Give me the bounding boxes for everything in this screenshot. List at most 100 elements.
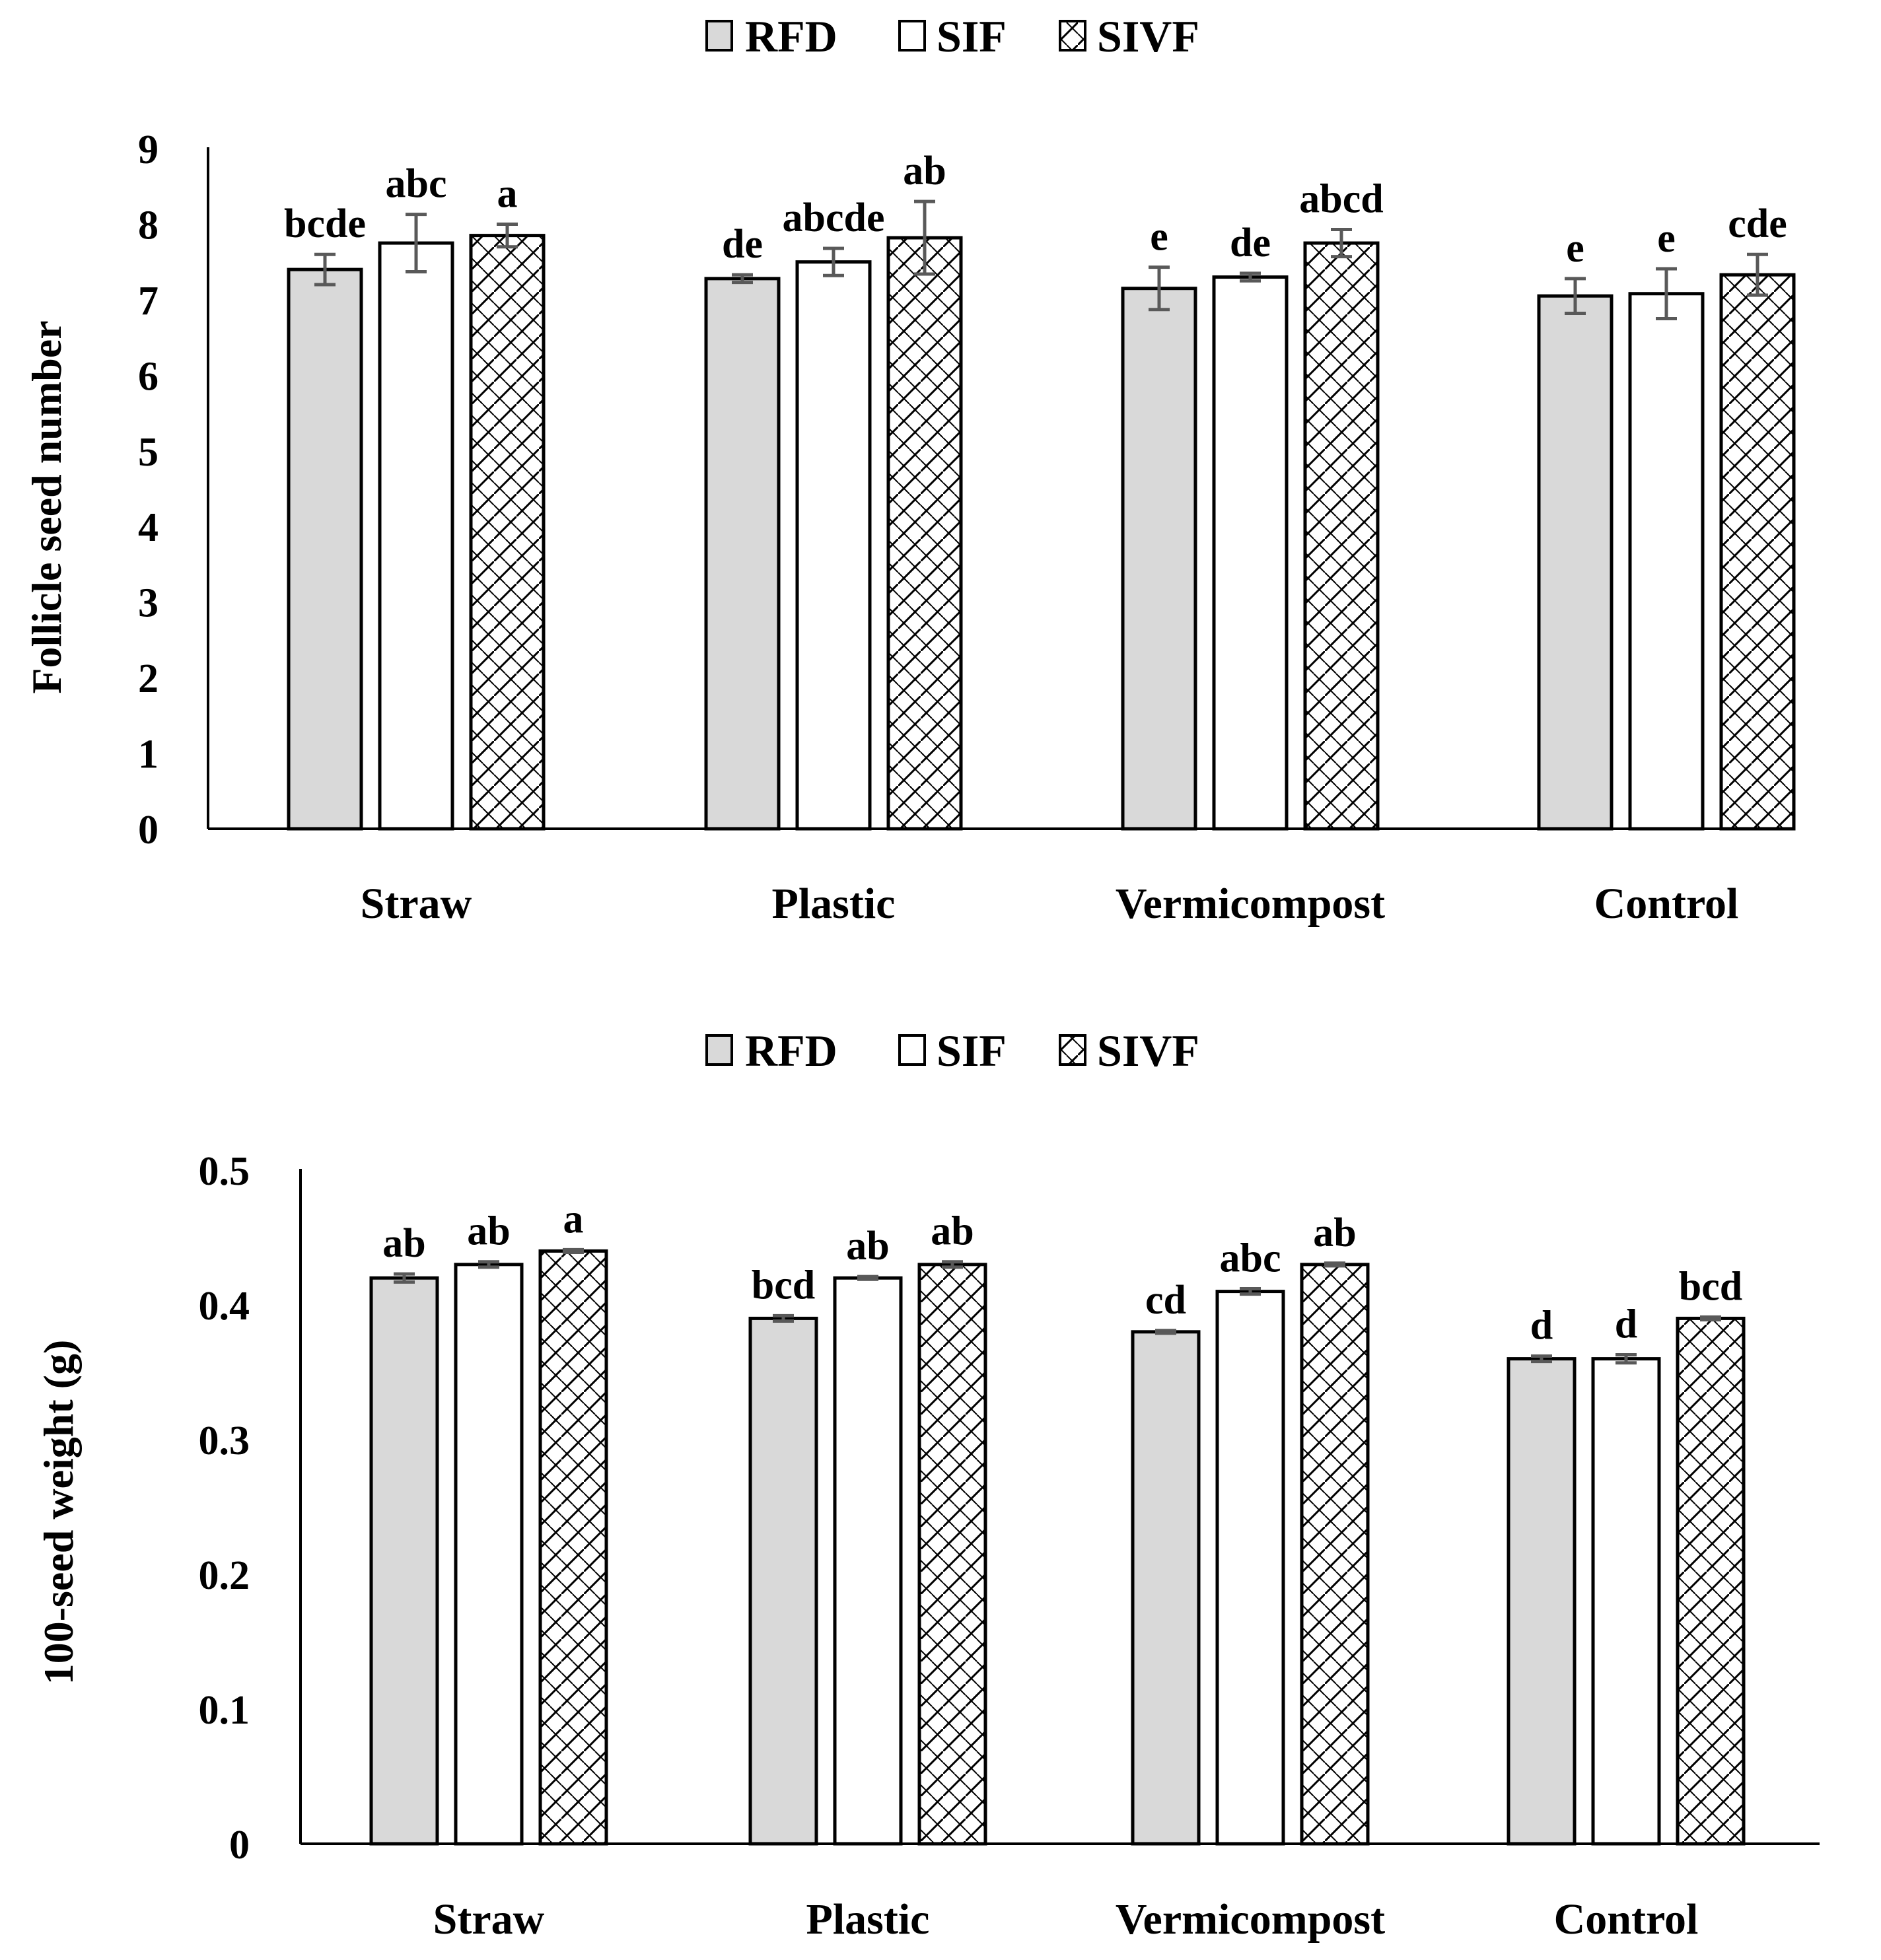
- error-bar-sif-vermicompost: [1240, 1287, 1261, 1296]
- significance-letter: de: [722, 222, 763, 267]
- legend-label-sivf: SIVF: [1097, 1026, 1199, 1076]
- category-labels: Straw Plastic Vermicompost Control: [361, 880, 1739, 928]
- error-bar-rfd-control: [1531, 1354, 1552, 1364]
- bar-sif-control: [1591, 1357, 1661, 1846]
- error-bar-rfd-control: [1565, 277, 1586, 315]
- bar-sivf-control: [1676, 1316, 1746, 1846]
- bar-rfd-straw: [287, 267, 363, 831]
- category-label-vermicompost: Vermicompost: [1116, 880, 1385, 928]
- category-label-vermicompost: Vermicompost: [1116, 1895, 1385, 1943]
- y-tick-label: 3: [138, 581, 159, 626]
- category-label-straw: Straw: [361, 880, 472, 928]
- y-tick-label: 4: [138, 505, 159, 550]
- error-bar-sif-straw: [406, 213, 427, 274]
- significance-letter: a: [497, 171, 518, 216]
- error-bar-sif-vermicompost: [1240, 271, 1261, 283]
- legend: RFD SIF SIVF: [705, 11, 1199, 61]
- significance-letter: abcd: [1299, 176, 1383, 221]
- significance-letter: abc: [1220, 1236, 1281, 1281]
- error-bar-sivf-vermicompost: [1331, 227, 1352, 259]
- bar-sif-plastic: [795, 260, 872, 831]
- significance-letter: a: [563, 1197, 584, 1242]
- y-tick-labels: 0 0.1 0.2 0.3 0.4 0.5: [199, 1149, 250, 1868]
- significance-letter: abc: [386, 162, 447, 207]
- significance-letter: bcd: [1679, 1264, 1742, 1309]
- significance-letter: cde: [1728, 201, 1787, 246]
- error-bar-rfd-plastic: [732, 273, 753, 285]
- error-bar-sif-plastic: [857, 1275, 878, 1281]
- significance-letter: d: [1530, 1304, 1553, 1348]
- significance-letter: e: [1150, 215, 1168, 260]
- error-bar-sif-straw: [478, 1260, 499, 1269]
- bar-sivf-vermicompost: [1300, 1263, 1370, 1846]
- error-bar-sivf-vermicompost: [1324, 1261, 1345, 1268]
- y-tick-label: 0.5: [199, 1149, 250, 1194]
- significance-letter: ab: [467, 1209, 510, 1254]
- error-bar-sif-control: [1615, 1352, 1637, 1365]
- category-labels: Straw Plastic Vermicompost Control: [433, 1895, 1699, 1943]
- error-bar-rfd-plastic: [773, 1313, 794, 1323]
- significance-letter: ab: [903, 149, 946, 193]
- error-bar-sivf-control: [1700, 1315, 1721, 1321]
- bar-sivf-plastic: [886, 236, 963, 831]
- significance-letter: ab: [931, 1209, 974, 1254]
- bar-rfd-vermicompost: [1131, 1330, 1201, 1846]
- y-axis-label: 100-seed weight (g): [35, 1340, 82, 1685]
- error-bar-rfd-vermicompost: [1149, 265, 1170, 312]
- legend-swatch-sivf: [1059, 1034, 1086, 1066]
- legend-swatch-rfd: [705, 1034, 733, 1066]
- y-tick-label: 0.3: [199, 1418, 250, 1463]
- error-bar-sif-plastic: [823, 246, 844, 277]
- significance-letter: e: [1657, 216, 1676, 261]
- error-bar-sivf-plastic: [942, 1260, 963, 1269]
- bar-sif-vermicompost: [1212, 275, 1289, 831]
- bar-rfd-vermicompost: [1121, 287, 1197, 831]
- bars: [287, 234, 1796, 831]
- legend-label-sivf: SIVF: [1097, 11, 1199, 61]
- legend-swatch-sivf: [1059, 20, 1086, 52]
- bar-rfd-plastic: [704, 277, 781, 831]
- significance-letter: e: [1566, 226, 1584, 271]
- bars: [369, 1249, 1746, 1846]
- legend-swatch-rfd: [705, 20, 733, 52]
- bar-sivf-straw: [538, 1249, 608, 1846]
- significance-letter: ab: [1313, 1210, 1356, 1255]
- y-tick-label: 1: [138, 732, 159, 777]
- significance-letter: ab: [382, 1221, 425, 1266]
- bar-sivf-plastic: [917, 1263, 987, 1846]
- error-bar-sivf-plastic: [914, 199, 935, 276]
- significance-letter: bcd: [752, 1263, 815, 1308]
- bar-sivf-vermicompost: [1303, 241, 1380, 831]
- bar-sif-control: [1628, 292, 1705, 831]
- legend-label-rfd: RFD: [745, 1026, 837, 1076]
- error-bars: [394, 1247, 1721, 1365]
- category-label-control: Control: [1554, 1895, 1699, 1943]
- y-tick-labels: 0 1 2 3 4 5 6 7 8 9: [138, 127, 159, 853]
- y-axis-label: Follicle seed number: [23, 320, 70, 693]
- category-label-plastic: Plastic: [806, 1895, 930, 1943]
- significance-letter: d: [1615, 1302, 1637, 1347]
- axes: [207, 147, 1795, 830]
- axes: [299, 1169, 1820, 1845]
- error-bar-sivf-control: [1747, 252, 1768, 297]
- chart-100-seed-weight: RFD SIF SIVF 100-seed weight (g) 0 0.1 0.2…: [35, 1026, 1820, 1943]
- category-label-straw: Straw: [433, 1895, 545, 1943]
- y-tick-label: 0.4: [199, 1284, 250, 1329]
- error-bar-sivf-straw: [497, 222, 518, 249]
- chart-follicle-seed-number: RFD SIF SIVF Follicle seed number 0 1 2 3 4 5…: [23, 11, 1796, 928]
- significance-letter: de: [1230, 221, 1271, 265]
- legend-label-rfd: RFD: [745, 11, 837, 61]
- y-tick-label: 0: [229, 1823, 250, 1868]
- bar-rfd-control: [1507, 1357, 1577, 1846]
- bar-rfd-control: [1537, 294, 1614, 831]
- legend-swatch-sif: [898, 20, 926, 52]
- y-tick-label: 9: [138, 127, 159, 172]
- y-tick-label: 7: [138, 279, 159, 324]
- bar-sivf-straw: [469, 234, 546, 831]
- significance-letter: ab: [846, 1224, 889, 1269]
- error-bar-rfd-straw: [394, 1272, 415, 1284]
- legend-swatch-sif: [898, 1034, 926, 1066]
